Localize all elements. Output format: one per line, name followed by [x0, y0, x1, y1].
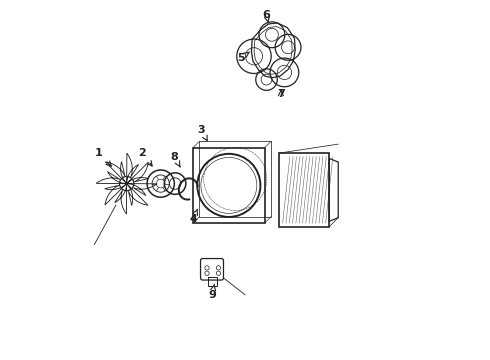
- Text: 8: 8: [171, 152, 180, 167]
- Text: 7: 7: [277, 89, 285, 99]
- Text: 9: 9: [208, 284, 216, 300]
- Text: 2: 2: [138, 148, 152, 166]
- Text: 6: 6: [263, 10, 270, 23]
- Text: 4: 4: [189, 209, 197, 224]
- Text: 3: 3: [197, 125, 207, 141]
- Text: 1: 1: [95, 148, 111, 166]
- Text: 5: 5: [237, 52, 249, 63]
